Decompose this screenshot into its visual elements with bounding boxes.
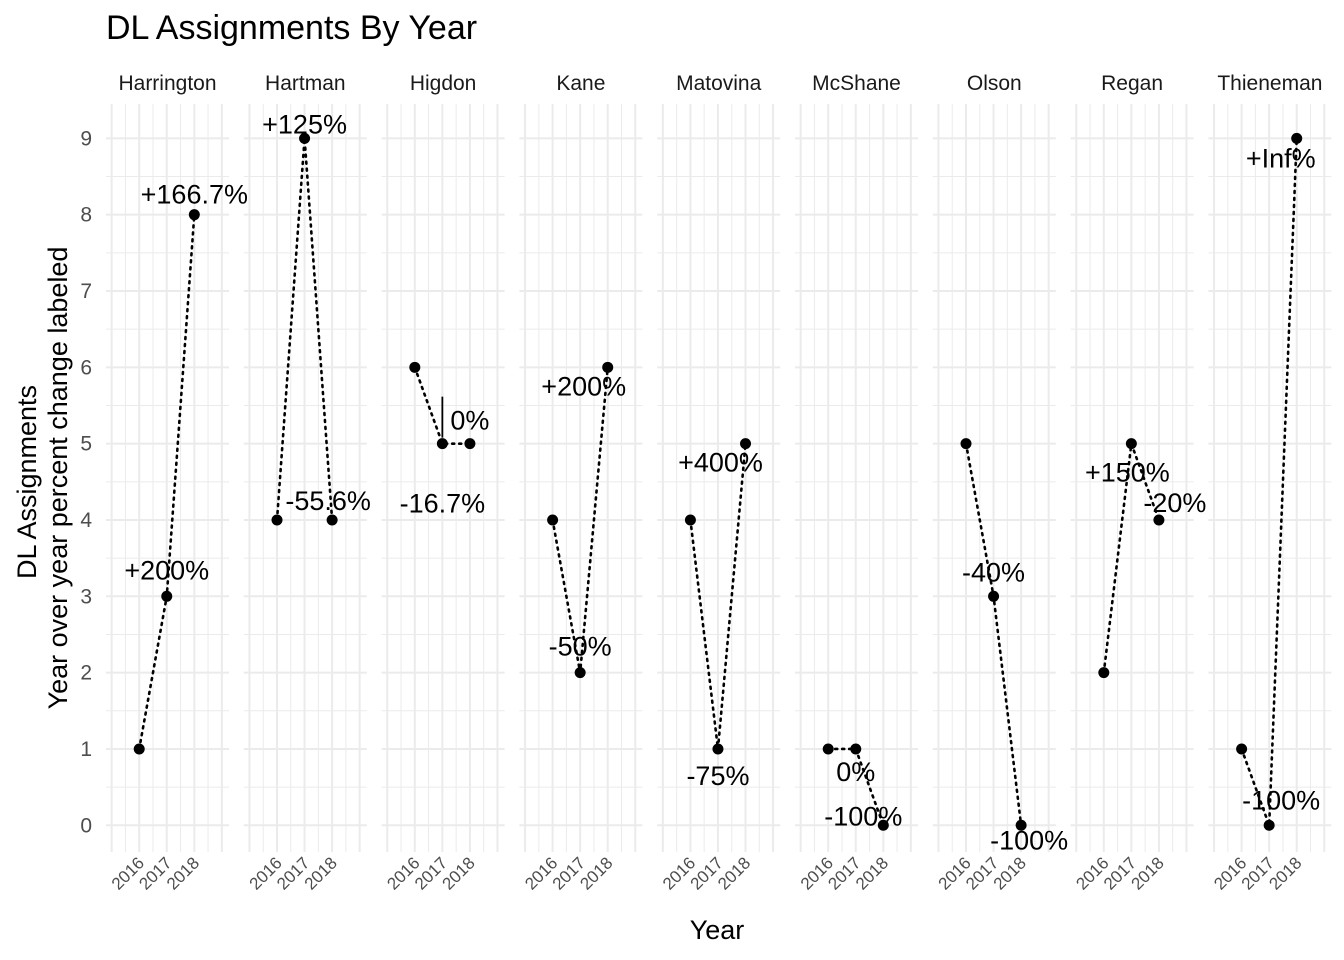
data-point xyxy=(850,743,862,755)
data-point xyxy=(602,361,614,373)
data-label: -100% xyxy=(824,801,902,831)
x-tick-label: 2018 xyxy=(990,853,1030,893)
data-label: +Inf% xyxy=(1246,143,1316,173)
data-point xyxy=(436,438,448,450)
data-point xyxy=(684,514,696,526)
data-point xyxy=(161,590,173,602)
data-point xyxy=(574,667,586,679)
data-point xyxy=(133,743,145,755)
data-label: -100% xyxy=(990,825,1068,855)
facet-title-thieneman: Thieneman xyxy=(1217,72,1322,95)
data-label: -20% xyxy=(1143,488,1206,518)
facet-title-harrington: Harrington xyxy=(118,72,216,95)
y-axis-label-line1: DL Assignments xyxy=(12,385,42,579)
facet-title-olson: Olson xyxy=(967,72,1022,95)
y-tick-label: 9 xyxy=(80,127,92,150)
data-label: +150% xyxy=(1085,458,1170,488)
data-point xyxy=(1291,132,1303,144)
data-point xyxy=(188,209,200,221)
data-point xyxy=(326,514,338,526)
x-tick-label: 2018 xyxy=(576,853,616,893)
data-label: +200% xyxy=(124,555,209,585)
data-point xyxy=(960,438,972,450)
x-axis-label: Year xyxy=(690,915,745,945)
data-label: -100% xyxy=(1242,785,1320,815)
y-tick-label: 3 xyxy=(80,585,92,608)
data-point xyxy=(409,361,421,373)
facet-title-mcshane: McShane xyxy=(812,72,901,95)
y-tick-label: 1 xyxy=(80,738,92,761)
data-point xyxy=(1125,438,1137,450)
chart-title: DL Assignments By Year xyxy=(106,9,477,47)
x-tick-label: 2018 xyxy=(439,853,479,893)
data-point xyxy=(712,743,724,755)
data-point xyxy=(1015,819,1027,831)
facet-title-higdon: Higdon xyxy=(410,72,477,95)
data-label: -55.6% xyxy=(285,486,371,516)
data-point xyxy=(547,514,559,526)
facet-title-matovina: Matovina xyxy=(676,72,762,95)
data-point xyxy=(822,743,834,755)
data-label: +125% xyxy=(262,109,347,139)
data-label: 0% xyxy=(836,757,875,787)
data-label: -75% xyxy=(686,761,749,791)
data-label: -16.7% xyxy=(400,489,486,519)
series-line-thieneman xyxy=(1240,137,1299,826)
facet-title-regan: Regan xyxy=(1101,72,1163,95)
series-line-higdon xyxy=(413,366,472,445)
series-line-hartman xyxy=(275,138,334,522)
data-point xyxy=(988,590,1000,602)
data-point xyxy=(464,438,476,450)
x-tick-label: 2018 xyxy=(163,853,203,893)
x-tick-label: 2018 xyxy=(301,853,341,893)
data-point xyxy=(740,438,752,450)
x-tick-label: 2018 xyxy=(852,853,892,893)
data-label: -50% xyxy=(549,632,612,662)
y-tick-label: 5 xyxy=(80,433,92,456)
facet-title-kane: Kane xyxy=(556,72,605,95)
data-point xyxy=(877,819,889,831)
data-point xyxy=(1236,743,1248,755)
facet-title-hartman: Hartman xyxy=(265,72,346,95)
data-label: -40% xyxy=(962,557,1025,587)
data-label: 0% xyxy=(450,406,489,436)
data-label: +200% xyxy=(541,371,626,401)
data-point xyxy=(271,514,283,526)
data-label: +166.7% xyxy=(141,180,248,210)
x-tick-label: 2018 xyxy=(714,853,754,893)
facet-panels: 0123456789Harrington201620172018+200%+16… xyxy=(80,72,1332,894)
data-point xyxy=(1263,819,1275,831)
y-axis-label-line2: Year over year percent change labeled xyxy=(43,247,73,710)
data-point xyxy=(1098,667,1110,679)
y-tick-label: 0 xyxy=(80,814,92,837)
y-tick-label: 7 xyxy=(80,280,92,303)
data-point xyxy=(299,132,311,144)
data-label: +400% xyxy=(678,448,763,478)
y-tick-label: 2 xyxy=(80,662,92,685)
y-tick-label: 6 xyxy=(80,356,92,379)
y-tick-label: 8 xyxy=(80,204,92,227)
x-tick-label: 2018 xyxy=(1128,853,1168,893)
y-tick-label: 4 xyxy=(80,509,92,532)
data-point xyxy=(1153,514,1165,526)
x-tick-label: 2018 xyxy=(1265,853,1305,893)
